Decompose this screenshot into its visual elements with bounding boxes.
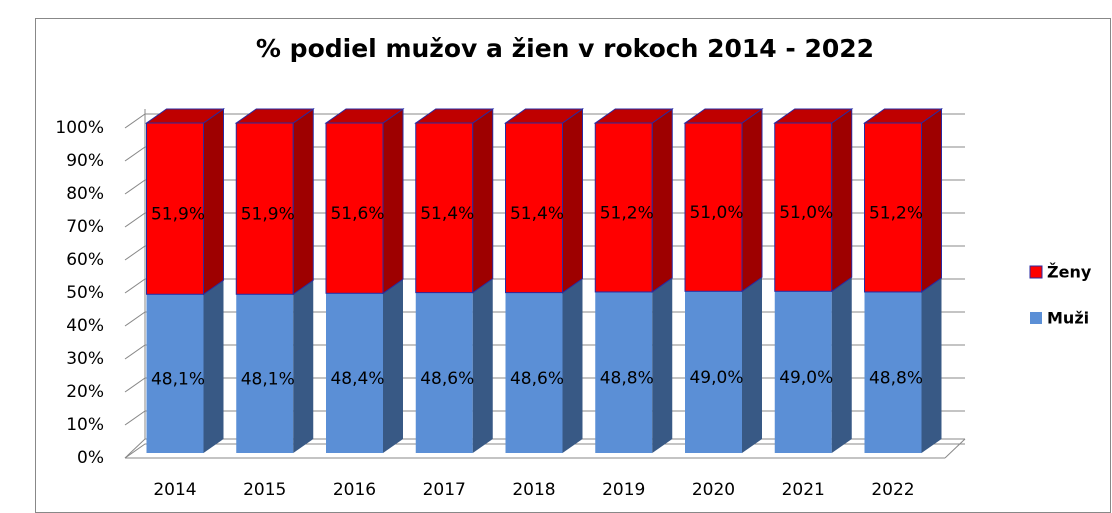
x-tick-label: 2017	[423, 480, 466, 500]
grid-line	[124, 113, 965, 129]
bar-side	[203, 108, 224, 296]
x-tick-label: 2021	[782, 480, 825, 500]
data-label: 48,8%	[600, 368, 654, 388]
axis-floor	[944, 438, 966, 459]
bar-side	[921, 108, 942, 293]
x-tick-label: 2019	[602, 480, 645, 500]
y-tick-label: 90%	[66, 151, 104, 171]
legend-label: Ženy	[1047, 263, 1092, 282]
bar-side	[831, 108, 853, 293]
bar-side	[831, 277, 852, 453]
bar-side	[651, 108, 673, 293]
bar-segment	[235, 122, 294, 295]
bar-segment	[774, 122, 833, 292]
y-tick-label: 50%	[66, 283, 104, 303]
bar-segment	[864, 122, 922, 293]
data-label: 48,4%	[330, 369, 384, 389]
bar-side	[292, 108, 314, 296]
bar-segment	[326, 293, 383, 453]
bar-segment	[864, 291, 922, 453]
bar-side	[742, 277, 762, 453]
data-label: 51,0%	[689, 203, 743, 223]
bar-side	[293, 280, 314, 453]
x-tick-label: 2015	[243, 480, 286, 500]
data-label: 51,4%	[510, 204, 564, 224]
y-tick-label: 40%	[66, 316, 104, 336]
data-label: 48,6%	[510, 369, 564, 389]
data-label: 48,8%	[869, 368, 923, 388]
bar-segment	[236, 294, 294, 453]
legend-swatch	[1030, 312, 1042, 324]
bar-segment	[595, 291, 653, 453]
y-tick-label: 30%	[66, 349, 104, 369]
y-tick-label: 20%	[66, 382, 104, 402]
bar-segment	[505, 122, 563, 294]
data-label: 51,9%	[151, 205, 205, 225]
y-tick-label: 100%	[55, 118, 104, 138]
bar-top	[414, 108, 495, 124]
legend-swatch	[1029, 265, 1043, 279]
y-tick-label: 80%	[66, 184, 104, 204]
x-tick-label: 2020	[692, 480, 735, 500]
data-label: 49,0%	[689, 368, 743, 388]
bar-segment	[685, 291, 742, 453]
bar-side	[203, 280, 224, 453]
chart-title: % podiel mužov a žien v rokoch 2014 - 20…	[256, 34, 874, 63]
y-tick-label: 70%	[66, 217, 104, 237]
bar-segment	[146, 294, 204, 453]
bar-side	[562, 108, 583, 294]
bar-side	[741, 108, 763, 293]
bar-side	[472, 278, 493, 453]
x-tick-label: 2016	[333, 480, 376, 500]
bar-segment	[505, 292, 563, 453]
bar-segment	[774, 291, 832, 453]
data-label: 48,1%	[151, 370, 205, 390]
x-tick-label: 2018	[512, 480, 555, 500]
bar-top	[593, 108, 674, 124]
bar-top	[324, 108, 405, 124]
bar-top	[862, 108, 944, 124]
y-tick-label: 10%	[66, 415, 104, 435]
data-label: 51,2%	[869, 203, 923, 223]
data-label: 49,0%	[779, 368, 833, 388]
data-label: 48,1%	[241, 370, 295, 390]
data-label: 51,4%	[420, 204, 474, 224]
legend-label: Muži	[1047, 309, 1089, 328]
bar-top	[144, 108, 226, 124]
x-tick-label: 2014	[153, 480, 196, 500]
data-label: 51,2%	[600, 203, 654, 223]
y-tick-label: 60%	[66, 250, 104, 270]
data-label: 48,6%	[420, 369, 474, 389]
x-tick-label: 2022	[871, 480, 914, 500]
bar-segment	[684, 122, 743, 292]
axis-floor	[124, 438, 146, 459]
y-tick-label: 0%	[77, 448, 104, 468]
bar-top	[773, 108, 854, 124]
bar-side	[382, 108, 404, 295]
bar-side	[562, 278, 583, 453]
bar-segment	[415, 292, 473, 453]
bar-top	[503, 108, 585, 124]
bar-side	[383, 279, 403, 453]
bar-side	[921, 277, 942, 453]
bar-side	[652, 277, 673, 453]
bar-top	[234, 108, 315, 124]
bar-top	[683, 108, 764, 124]
data-label: 51,0%	[779, 203, 833, 223]
bar-segment	[594, 122, 653, 293]
data-label: 51,9%	[241, 205, 295, 225]
data-label: 51,6%	[330, 204, 384, 224]
bar-side	[472, 108, 494, 294]
